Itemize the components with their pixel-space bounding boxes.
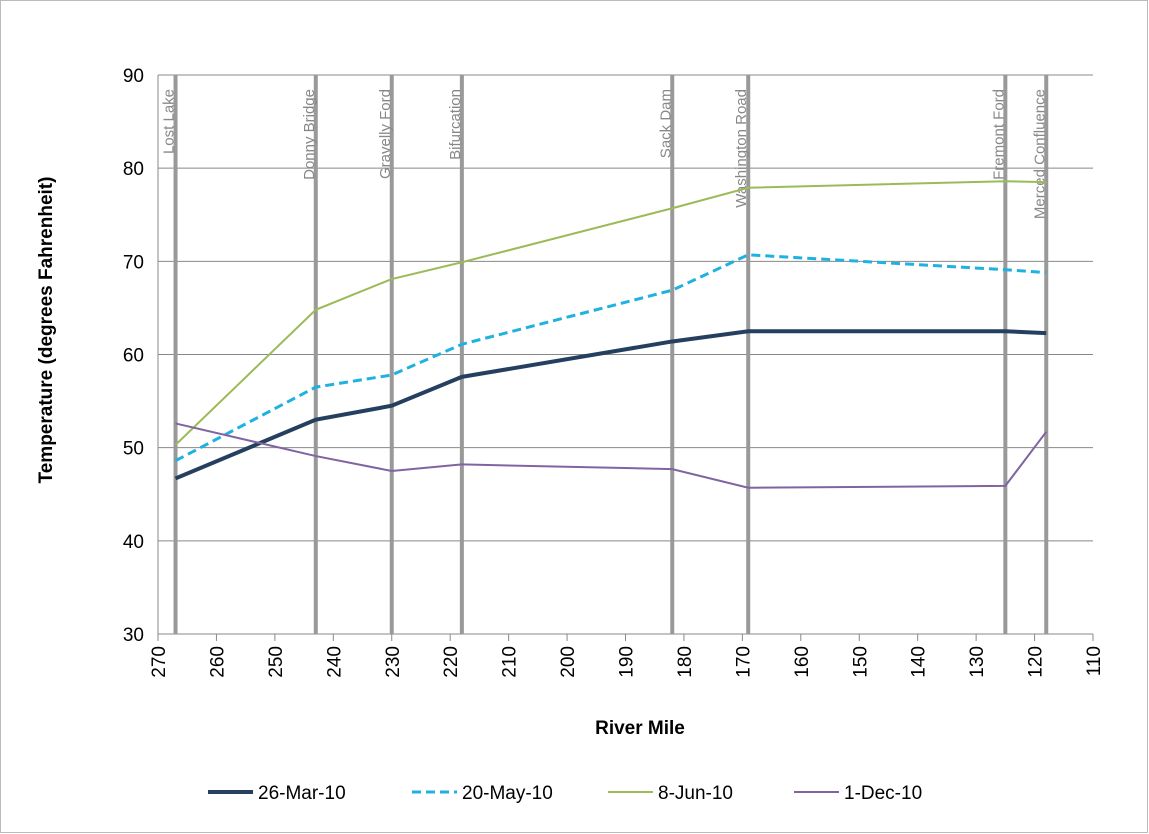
x-axis-label: River Mile (595, 718, 685, 739)
x-tick-label: 110 (1084, 646, 1105, 676)
x-tick-label: 150 (850, 646, 871, 678)
site-label: Bifurcation (447, 89, 464, 160)
site-label: Sack Dam (657, 89, 674, 158)
y-tick-label: 50 (123, 439, 144, 460)
series-line (175, 422, 1048, 489)
x-tick-label: 130 (967, 646, 988, 678)
y-tick-label: 40 (123, 532, 144, 553)
x-tick-label: 180 (675, 646, 696, 678)
site-label: Gravelly Ford (377, 89, 394, 179)
series-line (174, 329, 1047, 481)
y-tick-label: 60 (123, 346, 144, 367)
x-tick-label: 200 (558, 646, 579, 678)
x-tick-label: 160 (792, 646, 813, 678)
site-label: Fremont Ford (990, 89, 1007, 180)
x-tick-label: 240 (324, 646, 345, 678)
x-tick-label: 120 (1026, 646, 1047, 678)
y-axis-label: Temperature (degrees Fahrenheit) (36, 177, 57, 484)
y-tick-label: 30 (123, 625, 144, 646)
series-line (174, 180, 1047, 446)
y-tick-label: 70 (123, 252, 144, 273)
site-label: Lost Lake (161, 89, 178, 154)
x-tick-label: 260 (207, 646, 228, 678)
x-tick-label: 250 (266, 646, 287, 678)
x-tick-label: 190 (617, 646, 638, 678)
x-tick-label: 270 (149, 646, 170, 678)
x-tick-label: 210 (500, 646, 521, 678)
legend-label: 8-Jun-10 (658, 783, 733, 804)
legend-label: 26-Mar-10 (258, 783, 346, 804)
x-tick-label: 170 (733, 646, 754, 678)
x-tick-label: 220 (441, 646, 462, 678)
site-label: Donny Bridge (301, 89, 318, 180)
series-line (174, 253, 1047, 463)
x-tick-label: 140 (909, 646, 930, 678)
site-label: Merced Confluence (1031, 89, 1048, 219)
legend-label: 20-May-10 (462, 783, 553, 804)
y-tick-label: 90 (123, 66, 144, 87)
site-label: Washington Road (733, 89, 750, 208)
y-tick-label: 80 (123, 159, 144, 180)
legend-label: 1-Dec-10 (844, 783, 922, 804)
x-tick-label: 230 (383, 646, 404, 678)
